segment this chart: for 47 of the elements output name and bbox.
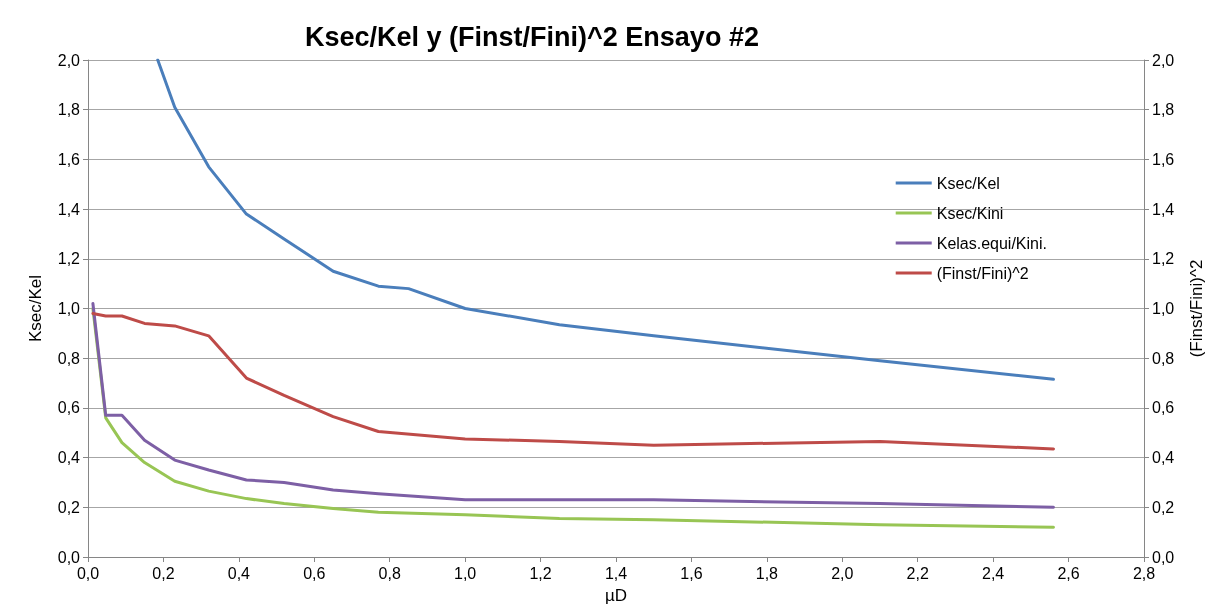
y2-tick-label: 0,8 (1152, 349, 1175, 367)
x-tick-label: 2,4 (982, 564, 1005, 582)
y-tick-label: 2,0 (57, 51, 81, 69)
y-axis-title: Ksec/Kel (26, 274, 45, 343)
y2-tick-label: 1,2 (1152, 250, 1175, 268)
y-tick-label: 0,0 (57, 548, 81, 566)
y2-tick-label: 0,0 (1152, 548, 1175, 566)
legend-label: Ksec/Kel (936, 174, 1000, 192)
x-tick-label: 1,2 (529, 564, 552, 582)
y-tick-label: 1,4 (57, 200, 81, 218)
y-tick-label: 1,2 (57, 250, 81, 268)
y-tick-label: 1,0 (57, 300, 81, 317)
x-tick-label: 1,8 (755, 564, 779, 582)
x-tick-label: 1,0 (454, 564, 477, 582)
y2-tick-label: 1,6 (1152, 150, 1175, 168)
x-tick-label: 0,2 (152, 564, 175, 582)
x-tick-label: 2,2 (906, 564, 929, 582)
y2-tick-label: 1,4 (1152, 200, 1175, 218)
x-tick-label: 0,8 (378, 564, 401, 582)
y2-tick-label: 0,6 (1152, 399, 1175, 417)
line-series (156, 58, 1055, 381)
x-tick-label: 2,8 (1132, 564, 1156, 582)
y-tick-label: 1,6 (57, 150, 81, 168)
y2-tick-label: 2,0 (1152, 51, 1175, 69)
x-tick-label: 2,6 (1057, 564, 1080, 582)
y2-tick-label: 0,4 (1152, 449, 1175, 467)
y2-tick-label: 1,0 (1152, 300, 1175, 317)
x-axis-title: µD (604, 586, 628, 605)
y2-tick-label: 1,8 (1152, 101, 1175, 119)
x-tick-label: 0,4 (227, 564, 251, 582)
y-tick-label: 0,4 (57, 449, 81, 467)
legend-label: Kelas.equi/Kini. (936, 234, 1048, 252)
y2-tick-label: 0,2 (1152, 498, 1175, 516)
legend-label: (Finst/Fini)^2 (936, 264, 1029, 282)
line-series (91, 311, 1055, 451)
y2-axis-title: (Finst/Fini)^2 (1187, 259, 1206, 358)
y-tick-label: 0,2 (57, 498, 81, 516)
x-tick-label: 0,6 (303, 564, 326, 582)
x-tick-label: 2,0 (831, 564, 854, 582)
x-tick-label: 0,0 (76, 564, 100, 582)
y-tick-label: 1,8 (57, 101, 81, 119)
y-tick-label: 0,6 (57, 399, 81, 417)
legend-label: Ksec/Kini (936, 204, 1004, 222)
chart-title: Ksec/Kel y (Finst/Fini)^2 Ensayo #2 (305, 21, 759, 52)
x-tick-label: 1,6 (680, 564, 703, 582)
x-tick-label: 1,4 (604, 564, 628, 582)
y-tick-label: 0,8 (57, 349, 81, 367)
